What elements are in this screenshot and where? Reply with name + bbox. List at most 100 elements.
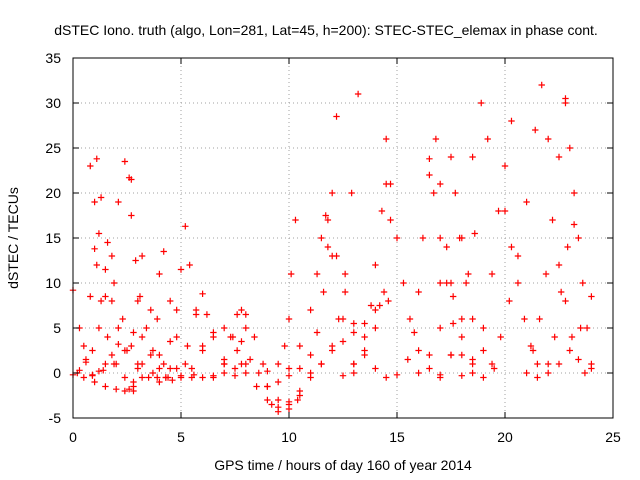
data-point [555, 153, 563, 161]
data-point [102, 360, 109, 368]
data-point [102, 293, 109, 300]
data-point [233, 311, 241, 318]
data-point [188, 365, 195, 372]
data-point [80, 342, 87, 350]
data-point [557, 288, 565, 296]
x-tick-label: 0 [69, 429, 77, 445]
data-point [93, 261, 100, 269]
data-point [480, 347, 487, 354]
data-point [130, 329, 137, 336]
data-point [82, 359, 90, 366]
data-point [104, 239, 111, 246]
data-point [501, 162, 509, 170]
data-point [320, 288, 327, 296]
x-axis-ticks: 0 5 10 15 20 25 [69, 58, 621, 445]
data-point [296, 387, 303, 395]
data-point [231, 365, 239, 372]
data-point [393, 371, 401, 378]
data-point [545, 369, 552, 377]
data-point [138, 374, 146, 381]
data-point [497, 333, 504, 341]
data-point [480, 324, 487, 332]
data-point [383, 374, 390, 381]
data-point [95, 368, 103, 375]
data-point [238, 360, 245, 368]
data-point [125, 174, 133, 181]
data-point [275, 396, 282, 404]
data-point [348, 189, 355, 197]
data-point [452, 189, 459, 197]
data-point [575, 234, 582, 242]
data-point [426, 155, 433, 162]
data-series [501, 207, 541, 368]
data-point [246, 356, 254, 363]
data-point [387, 216, 394, 224]
data-point [97, 297, 105, 305]
data-point [341, 288, 349, 296]
data-point [160, 248, 167, 255]
data-point [231, 372, 239, 379]
data-point [514, 252, 522, 260]
data-point [447, 153, 455, 161]
data-point [285, 398, 293, 405]
data-point [313, 329, 321, 336]
data-point [186, 261, 193, 269]
data-point [89, 371, 96, 378]
data-point [555, 261, 563, 269]
data-point [89, 347, 96, 354]
data-point [156, 378, 163, 386]
data-point [255, 369, 262, 377]
data-series [130, 248, 198, 395]
data-point [426, 351, 433, 359]
data-point [527, 342, 535, 350]
data-point [469, 315, 476, 323]
data-point [361, 333, 368, 341]
data-point [121, 387, 129, 395]
data-point [341, 270, 349, 278]
data-point [506, 297, 513, 305]
data-point [115, 341, 122, 348]
data-point [570, 221, 578, 228]
data-point [108, 351, 116, 359]
data-point [508, 243, 515, 251]
data-point [275, 378, 282, 386]
data-series [69, 158, 135, 378]
data-point [562, 99, 569, 107]
data-point [173, 365, 180, 372]
data-point [253, 383, 260, 390]
data-point [100, 367, 107, 374]
data-series [383, 135, 444, 381]
data-point [350, 320, 357, 327]
data-series [221, 216, 299, 377]
data-point [383, 135, 390, 143]
y-tick-label: 35 [45, 50, 61, 66]
data-point [555, 360, 563, 368]
data-series [80, 252, 146, 381]
data-point [538, 81, 545, 89]
data-series [415, 99, 491, 377]
data-point [264, 368, 271, 375]
data-series [253, 306, 379, 411]
data-point [566, 347, 573, 354]
data-point [583, 324, 591, 332]
data-point [437, 324, 444, 332]
y-tick-label: 10 [45, 275, 61, 291]
data-point [577, 324, 584, 332]
data-series [177, 324, 245, 381]
data-point [80, 374, 87, 381]
data-point [404, 356, 411, 363]
data-point [426, 171, 433, 179]
data-point [523, 198, 530, 206]
data-point [110, 279, 118, 287]
data-point [447, 351, 455, 359]
data-point [458, 351, 465, 359]
data-point [177, 374, 185, 381]
y-tick-label: 0 [53, 365, 61, 381]
data-point [238, 306, 245, 314]
data-point [264, 396, 271, 404]
data-point [199, 290, 206, 297]
data-point [259, 360, 267, 368]
data-point [579, 279, 586, 287]
data-point [400, 279, 407, 287]
data-series [91, 306, 154, 395]
